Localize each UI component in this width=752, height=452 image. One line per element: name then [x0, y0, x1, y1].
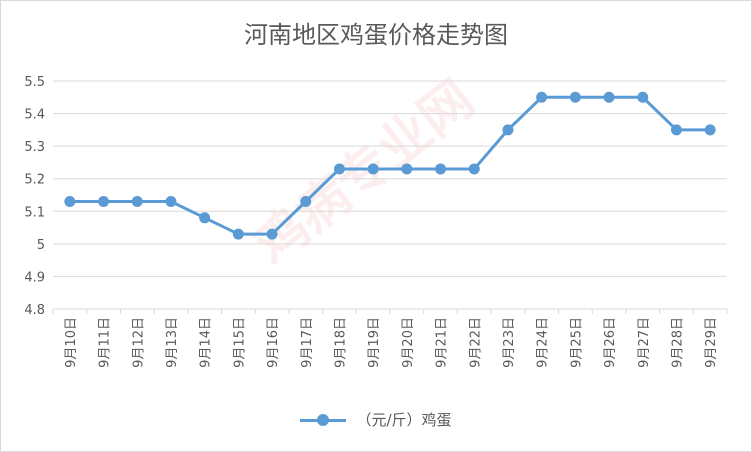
x-tick-label: 9月29日	[704, 317, 719, 368]
y-tick-label: 5.5	[24, 75, 45, 90]
data-point	[131, 196, 143, 208]
x-tick-label: 9月24日	[536, 317, 551, 368]
legend-label: （元/斤）鸡蛋	[356, 411, 452, 429]
x-tick-label: 9月10日	[64, 317, 79, 368]
x-tick-label: 9月15日	[232, 317, 247, 368]
data-point	[300, 196, 312, 208]
data-point	[333, 163, 345, 175]
data-point	[637, 91, 649, 103]
x-tick-label: 9月26日	[603, 317, 618, 368]
x-tick-label: 9月18日	[333, 317, 348, 368]
data-point	[266, 228, 278, 240]
data-point	[603, 91, 615, 103]
x-tick-label: 9月27日	[637, 317, 652, 368]
chart-title: 河南地区鸡蛋价格走势图	[244, 21, 508, 49]
y-tick-label: 5.2	[24, 173, 45, 188]
data-point	[199, 212, 211, 224]
series-line	[69, 95, 711, 236]
x-tick-label: 9月28日	[670, 317, 685, 368]
y-tick-label: 4.9	[24, 270, 45, 285]
x-tick-label: 9月23日	[502, 317, 517, 368]
data-point	[569, 91, 581, 103]
x-tick-label: 9月11日	[98, 317, 113, 368]
y-tick-label: 5.3	[24, 140, 45, 155]
data-point	[502, 124, 514, 136]
data-point	[435, 163, 447, 175]
y-tick-label: 5	[37, 238, 45, 253]
y-tick-label: 5.4	[24, 108, 45, 123]
data-point	[98, 196, 110, 208]
data-point	[367, 163, 379, 175]
data-point	[468, 163, 480, 175]
data-point	[64, 196, 76, 208]
data-point	[401, 163, 413, 175]
data-point	[536, 91, 548, 103]
x-tick-label: 9月12日	[131, 317, 146, 368]
legend-marker-icon	[300, 413, 347, 427]
x-tick-label: 9月14日	[199, 317, 214, 368]
plot-area: 4.8 4.9 5 5.1 5.2 5.3 5.4 5.5 9月10日 9月11日 9月12日 9月1…	[24, 75, 728, 368]
x-tick-label: 9月22日	[468, 317, 483, 368]
data-point	[670, 124, 682, 136]
x-tick-label: 9月13日	[165, 317, 180, 368]
data-point	[704, 124, 716, 136]
x-tick-label: 9月25日	[569, 317, 584, 368]
data-point	[232, 228, 244, 240]
x-tick-label: 9月16日	[266, 317, 281, 368]
x-tick-label: 9月17日	[300, 317, 315, 368]
x-tick-label: 9月21日	[435, 317, 450, 368]
y-tick-label: 4.8	[24, 303, 45, 318]
data-point	[165, 196, 177, 208]
legend: （元/斤）鸡蛋	[1, 409, 751, 430]
y-tick-label: 5.1	[24, 205, 45, 220]
x-tick-label: 9月20日	[401, 317, 416, 368]
x-tick-label: 9月19日	[367, 317, 382, 368]
